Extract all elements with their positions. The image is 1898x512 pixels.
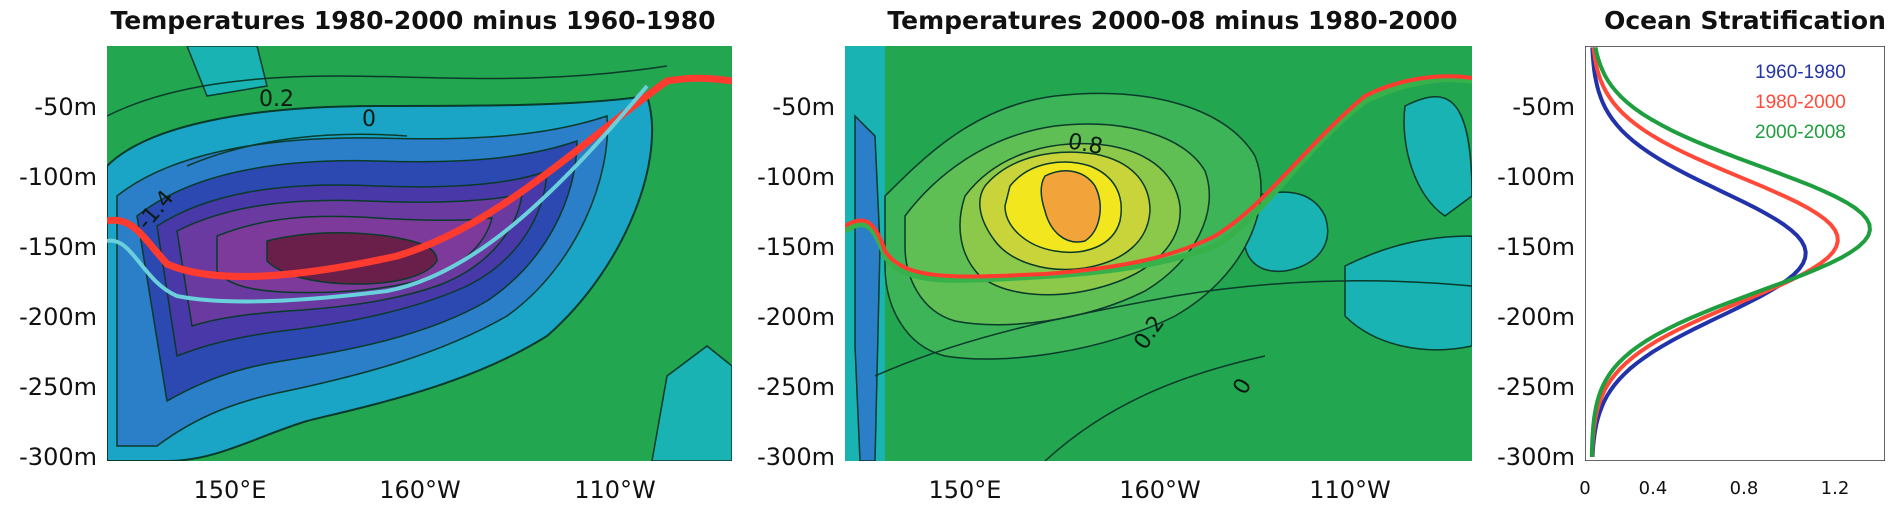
- p2-ytick: -250m: [757, 373, 835, 401]
- series-line-2000-2008: [1589, 47, 1872, 457]
- p3-ytick: -300m: [1497, 443, 1575, 471]
- p2-contour-line: [874, 280, 1472, 377]
- p2-ytick: -100m: [757, 163, 835, 191]
- legend-1960-1980: 1960-1980: [1755, 62, 1846, 83]
- p1-teal-patch-top: [186, 46, 268, 97]
- p1-ytick: -100m: [19, 163, 97, 191]
- p1-ytick: -50m: [34, 93, 97, 121]
- p3-ytick: -200m: [1497, 303, 1575, 331]
- p3-xtick: 0.4: [1638, 478, 1668, 499]
- panel2-contour-map: 0.8 0.2 0: [845, 46, 1472, 461]
- panel2-title: Temperatures 2000-08 minus 1980-2000: [887, 6, 1458, 35]
- panel3-title: Ocean Stratification: [1604, 6, 1886, 35]
- p1-ytick: -250m: [19, 373, 97, 401]
- p3-ytick: -100m: [1497, 163, 1575, 191]
- p2-ytick: -50m: [772, 93, 835, 121]
- series-line-1980-2000: [1590, 47, 1840, 457]
- p2-ytick: -150m: [757, 233, 835, 261]
- p2-red-line: [845, 74, 1472, 279]
- p1-cyan-line: [107, 84, 649, 304]
- p2-xtick: 110°W: [1309, 476, 1391, 504]
- p3-xtick: 0.8: [1729, 478, 1759, 499]
- p1-contour-line-0.2: [107, 65, 668, 117]
- p1-contour-label: 0: [362, 107, 376, 132]
- p3-xtick: 1.2: [1820, 478, 1850, 499]
- p2-green-line: [845, 76, 1472, 283]
- p1-ytick: -300m: [19, 443, 97, 471]
- p1-xtick: 110°W: [574, 476, 656, 504]
- p3-ytick: -50m: [1512, 93, 1575, 121]
- p2-left-cold: [854, 114, 881, 461]
- panel1-title: Temperatures 1980-2000 minus 1960-1980: [110, 6, 716, 35]
- p2-cyan-patch-lower: [1344, 235, 1472, 351]
- p2-ytick: -300m: [757, 443, 835, 471]
- p3-ytick: -150m: [1497, 233, 1575, 261]
- panel1-contour-map: 0.2 0 -1.4: [107, 46, 732, 461]
- p2-contour-label: 0.8: [1066, 129, 1105, 160]
- p1-contour-label: 0.2: [259, 87, 294, 112]
- p1-xtick: 160°W: [379, 476, 461, 504]
- p1-teal-patch: [651, 345, 732, 461]
- p1-red-line: [107, 74, 732, 280]
- panel3-stratification-chart: [1585, 46, 1885, 461]
- p3-frame: [1585, 46, 1885, 461]
- p3-ytick: -250m: [1497, 373, 1575, 401]
- p1-xtick: 150°E: [193, 476, 267, 504]
- p2-contour-line: [1044, 355, 1266, 461]
- p2-xtick: 160°W: [1119, 476, 1201, 504]
- legend-1980-2000: 1980-2000: [1755, 92, 1846, 113]
- p1-ytick: -150m: [19, 233, 97, 261]
- legend-2000-2008: 2000-2008: [1755, 122, 1846, 143]
- series-line-1960-1980: [1590, 47, 1808, 458]
- p3-series-group: [1589, 47, 1872, 458]
- p3-xtick: 0: [1579, 478, 1591, 499]
- p1-ytick: -200m: [19, 303, 97, 331]
- p2-contour-5: [1040, 170, 1101, 243]
- p2-ytick: -200m: [757, 303, 835, 331]
- p2-xtick: 150°E: [928, 476, 1002, 504]
- p1-contour-line: [186, 133, 408, 167]
- p2-cyan-patch: [1243, 191, 1329, 273]
